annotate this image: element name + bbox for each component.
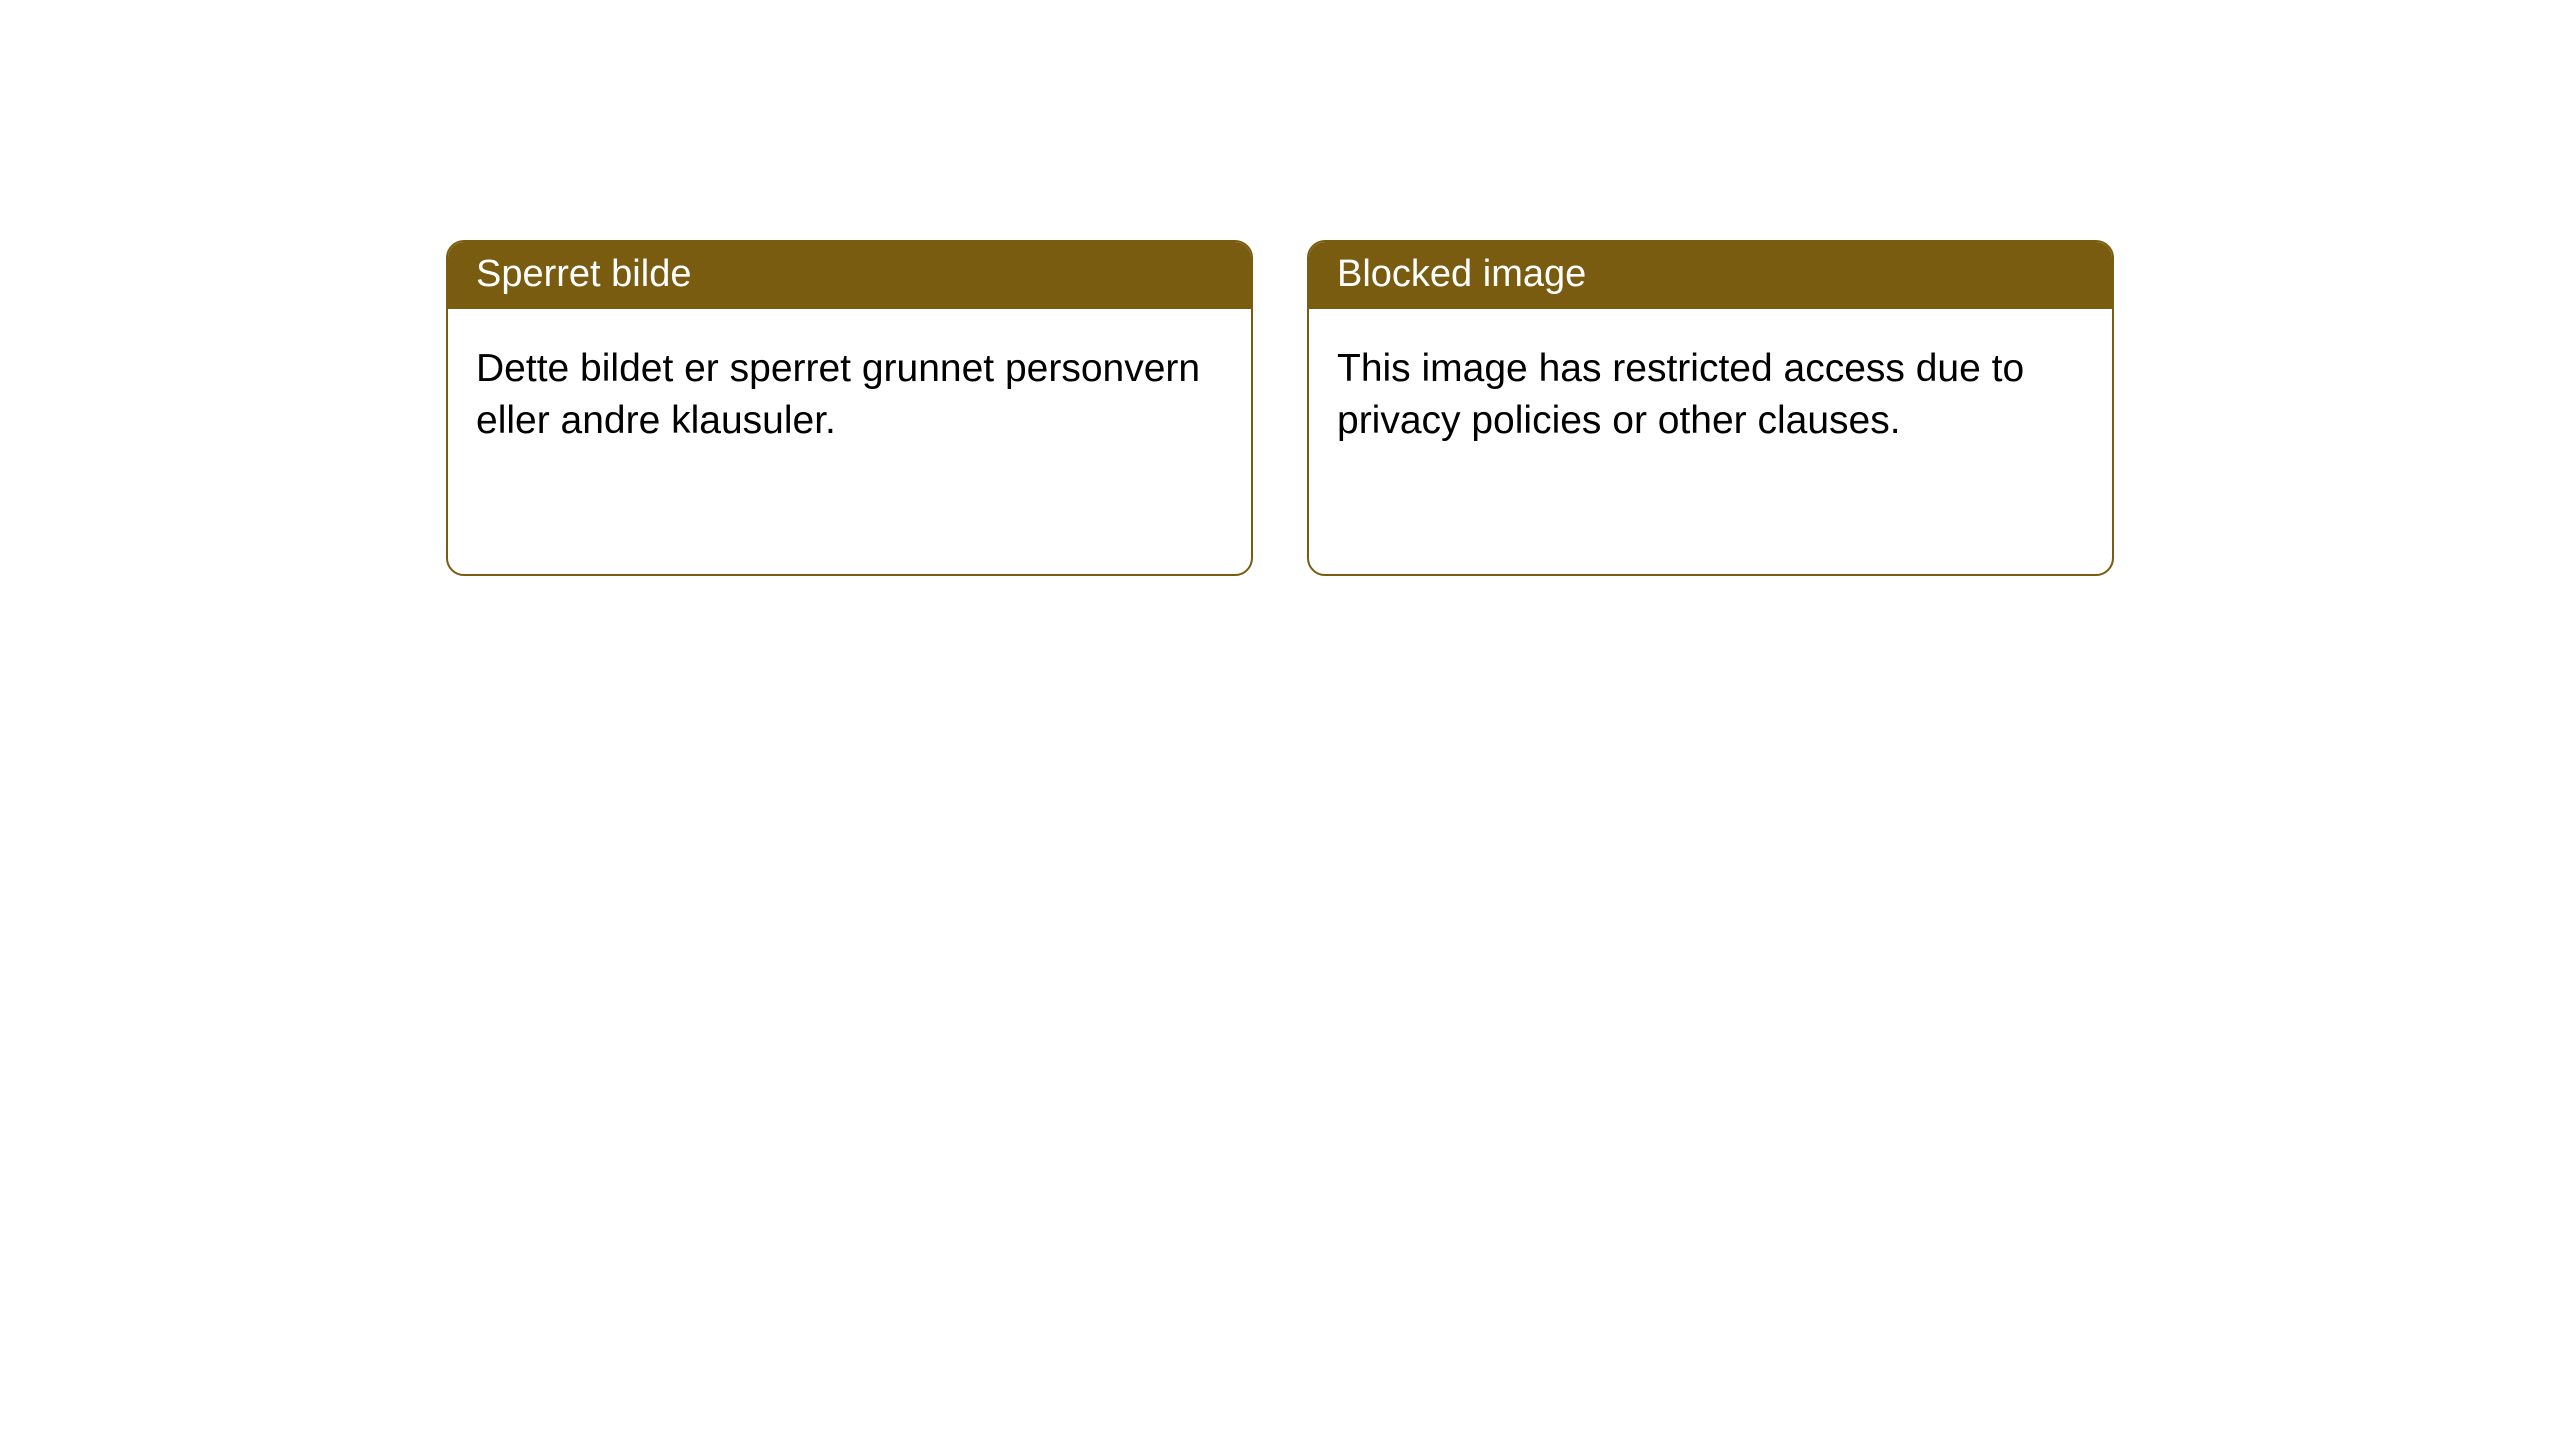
notice-card-norwegian: Sperret bilde Dette bildet er sperret gr… bbox=[446, 240, 1253, 576]
notice-card-title: Sperret bilde bbox=[448, 242, 1251, 309]
notice-card-body: Dette bildet er sperret grunnet personve… bbox=[448, 309, 1251, 480]
notice-container: Sperret bilde Dette bildet er sperret gr… bbox=[0, 0, 2560, 576]
notice-card-english: Blocked image This image has restricted … bbox=[1307, 240, 2114, 576]
notice-card-title: Blocked image bbox=[1309, 242, 2112, 309]
notice-card-body: This image has restricted access due to … bbox=[1309, 309, 2112, 480]
